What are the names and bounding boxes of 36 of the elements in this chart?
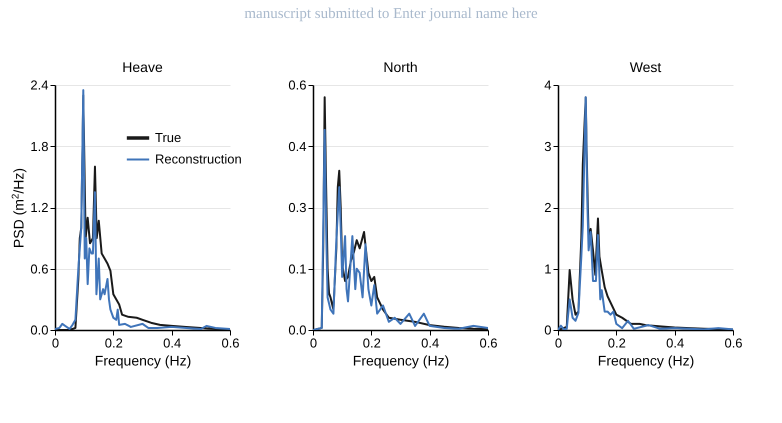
x-tick-label: 0 (310, 336, 318, 350)
x-axis-title: Frequency (Hz) (598, 352, 694, 368)
y-tick-label: 2 (544, 200, 552, 215)
x-tick-label: 0.4 (163, 336, 182, 350)
y-tick-label: 1.8 (30, 138, 48, 154)
y-tick-label: 3 (544, 138, 552, 154)
y-tick-label: 0 (544, 322, 552, 338)
y-tick-label: 1 (544, 261, 552, 276)
y-tick-label: 0.1 (288, 261, 306, 276)
chart-title: Heave (122, 59, 163, 75)
y-tick-label: 1.2 (30, 200, 48, 215)
y-tick-label: 0.0 (30, 322, 48, 338)
legend-label: True (155, 130, 182, 145)
y-tick-label: 0.6 (30, 261, 48, 276)
x-tick-label: 0.6 (479, 336, 498, 350)
x-tick-label: 0.6 (221, 336, 240, 350)
x-axis-title: Frequency (Hz) (352, 352, 450, 368)
y-tick-label: 0.4 (288, 138, 306, 154)
x-tick-label: 0.4 (666, 336, 684, 350)
text: manuscript submitted to Enter journal name here (243, 5, 539, 24)
chart-title: North (383, 59, 418, 75)
y-tick-label: 2.4 (30, 78, 48, 92)
x-tick-label: 0.6 (724, 336, 743, 350)
x-tick-label: 0.2 (608, 336, 626, 350)
y-tick-label: 0.3 (288, 200, 306, 215)
x-tick-label: 0.2 (104, 336, 123, 350)
y-tick-label: 0.6 (288, 78, 306, 92)
x-tick-label: 0 (52, 336, 60, 350)
x-tick-label: 0.4 (421, 336, 440, 350)
legend-label: Reconstruction (155, 152, 242, 166)
y-tick-label: 4 (544, 78, 552, 92)
y-tick-label: 0.0 (288, 322, 306, 338)
x-axis-title: Frequency (Hz) (94, 352, 192, 368)
x-tick-label: 0.2 (362, 336, 381, 350)
x-tick-label: 0 (554, 336, 562, 350)
chart-title: West (630, 59, 662, 75)
